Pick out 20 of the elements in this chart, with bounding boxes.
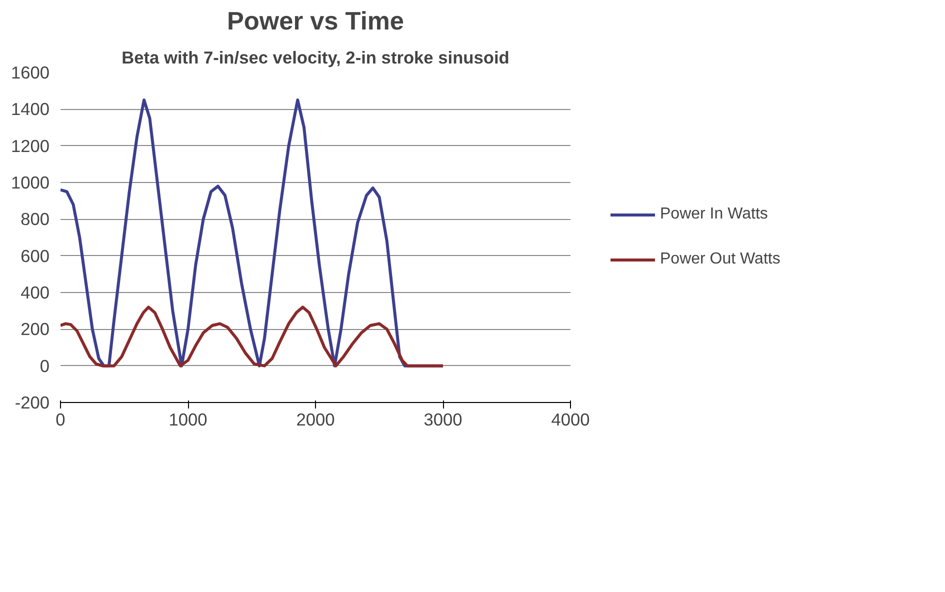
y-tick-label: 1200 bbox=[10, 136, 50, 156]
chart-title: Power vs Time bbox=[227, 8, 404, 36]
y-tick-label: 1400 bbox=[10, 99, 50, 120]
line-series bbox=[60, 306, 444, 368]
x-tick-label: 1000 bbox=[168, 410, 208, 430]
y-tick-label: 0 bbox=[40, 356, 50, 376]
y-tick-label: -200 bbox=[14, 392, 50, 412]
x-tick-label: 0 bbox=[56, 410, 66, 430]
legend-label: Power Out Watts bbox=[660, 250, 782, 268]
y-tick-label: 1000 bbox=[10, 172, 50, 192]
y-tick-label: 1600 bbox=[10, 62, 50, 82]
y-tick-label: 400 bbox=[20, 282, 50, 302]
chart-subtitle: Beta with 7-in/sec velocity, 2-in stroke sinusoid bbox=[122, 48, 510, 68]
legend-label: Power In Watts bbox=[660, 206, 769, 224]
y-tick-label: 600 bbox=[20, 246, 50, 266]
x-tick-label: 4000 bbox=[551, 410, 590, 430]
y-tick-label: 200 bbox=[20, 319, 50, 340]
y-tick-label: 800 bbox=[20, 209, 50, 230]
x-tick-label: 2000 bbox=[296, 410, 335, 430]
x-tick-label: 3000 bbox=[424, 410, 462, 430]
